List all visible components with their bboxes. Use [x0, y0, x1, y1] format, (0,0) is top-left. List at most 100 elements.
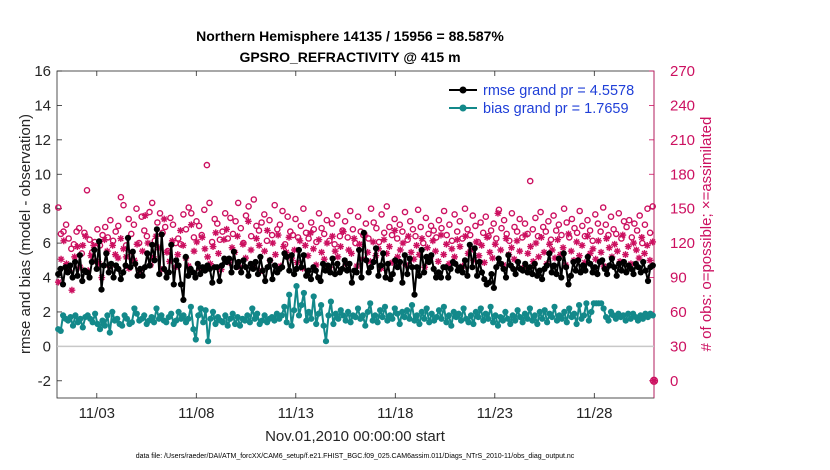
- footnote: data file: /Users/raeder/DAI/ATM_forcXX/…: [136, 453, 575, 460]
- rmse-point: [185, 272, 192, 279]
- obs-possible-point: [148, 199, 156, 207]
- obs-possible-point: [513, 228, 521, 235]
- obs-assimilated-point: [177, 227, 184, 234]
- bias-point: [576, 302, 583, 309]
- rmse-point: [543, 262, 551, 269]
- bias-point: [119, 322, 126, 329]
- rmse-point: [307, 276, 315, 283]
- obs-assimilated-point: [63, 260, 70, 268]
- obs-possible-point: [412, 232, 419, 240]
- bias-point: [209, 308, 217, 315]
- rmse-point: [579, 262, 587, 269]
- bias-point: [192, 336, 199, 343]
- bias-point: [251, 315, 258, 322]
- bias-point: [458, 317, 465, 324]
- obs-assimilated-point: [624, 243, 632, 250]
- rmse-point: [401, 252, 408, 259]
- obs-possible-point: [388, 231, 396, 239]
- obs-assimilated-point: [573, 238, 581, 246]
- rmse-point: [100, 262, 107, 269]
- obs-possible-point: [268, 231, 276, 239]
- obs-possible-point: [581, 232, 589, 240]
- bias-point: [381, 303, 389, 310]
- bias-point: [401, 314, 408, 321]
- obs-assimilated-point: [418, 235, 426, 242]
- bias-point: [588, 308, 595, 315]
- obs-possible-point: [464, 225, 471, 233]
- bias-point: [566, 305, 573, 312]
- obs-possible-point: [636, 212, 644, 219]
- obs-possible-point: [120, 201, 127, 209]
- obs-assimilated-point: [478, 242, 486, 249]
- bias-point: [320, 322, 327, 329]
- bias-point: [404, 307, 411, 314]
- y-left-tick-label: 16: [34, 63, 51, 80]
- obs-assimilated-point: [334, 253, 342, 261]
- bias-point: [435, 307, 443, 314]
- rmse-point: [286, 267, 293, 274]
- rmse-point: [262, 277, 269, 285]
- obs-possible-point: [130, 221, 138, 228]
- rmse-point: [298, 264, 305, 271]
- obs-assimilated-point: [513, 237, 521, 245]
- obs-assimilated-point: [581, 259, 589, 267]
- obs-possible-point: [607, 213, 615, 220]
- obs-possible-point: [297, 222, 305, 230]
- bias-point: [359, 312, 366, 319]
- obs-possible-point: [60, 228, 67, 235]
- bias-point: [212, 320, 219, 328]
- obs-assimilated-point: [508, 244, 515, 252]
- y-left-tick-label: -2: [38, 373, 51, 390]
- rmse-point: [606, 262, 613, 269]
- bias-point: [303, 317, 310, 324]
- obs-assimilated-point: [54, 278, 62, 286]
- rmse-point: [435, 269, 442, 276]
- rmse-point: [570, 258, 577, 266]
- rmse-point: [500, 265, 507, 272]
- bias-point: [472, 308, 479, 315]
- bias-point: [413, 312, 420, 319]
- obs-possible-point: [240, 239, 247, 247]
- obs-assimilated-point: [434, 258, 442, 265]
- y-right-tick-label: 90: [670, 270, 687, 287]
- bias-point: [354, 305, 362, 312]
- x-axis-label: Nov.01,2010 00:00:00 start: [265, 428, 446, 445]
- bias-point: [411, 317, 418, 324]
- rmse-point: [105, 269, 112, 276]
- obs-possible-point: [313, 238, 320, 246]
- bias-point: [222, 312, 229, 319]
- obs-possible-point: [315, 209, 323, 217]
- obs-possible-point: [346, 207, 354, 215]
- obs-possible-point: [198, 231, 205, 239]
- obs-possible-point: [344, 234, 352, 241]
- obs-possible-point: [396, 221, 404, 228]
- obs-possible-point: [430, 227, 438, 234]
- obs-possible-point: [461, 205, 469, 212]
- obs-possible-point: [628, 234, 636, 241]
- bias-point: [369, 317, 376, 324]
- chart-subtitle: GPSRO_REFRACTIVITY @ 415 m: [239, 49, 460, 65]
- obs-assimilated-point: [272, 251, 279, 258]
- rmse-point: [182, 253, 189, 260]
- rmse-point: [474, 272, 481, 279]
- rmse-point: [630, 271, 637, 278]
- obs-assimilated-point: [448, 245, 456, 253]
- obs-possible-point: [443, 231, 451, 239]
- rmse-point: [363, 257, 370, 264]
- obs-possible-point: [55, 204, 62, 211]
- bias-point: [318, 302, 325, 309]
- obs-possible-point: [352, 239, 359, 247]
- rmse-point: [334, 260, 341, 267]
- rmse-point: [146, 262, 153, 269]
- rmse-point: [616, 260, 623, 267]
- rmse-point: [375, 272, 382, 279]
- rmse-point: [339, 265, 346, 272]
- rmse-point: [91, 246, 98, 254]
- bias-point: [517, 314, 524, 321]
- bias-point: [200, 319, 207, 326]
- bias-point: [67, 314, 74, 321]
- obs-possible-point: [446, 221, 453, 228]
- rmse-point: [649, 262, 656, 269]
- bias-point: [123, 315, 131, 322]
- bias-point: [286, 291, 293, 298]
